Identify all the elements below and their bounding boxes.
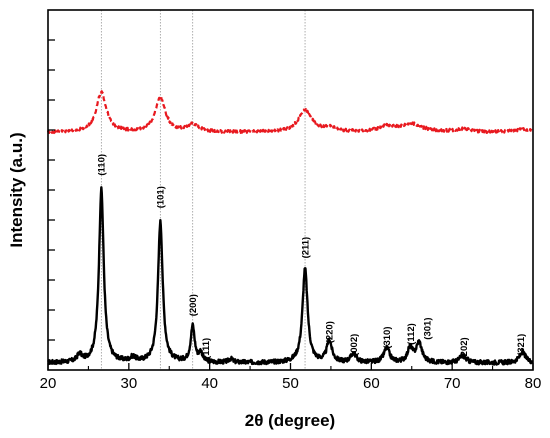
- plot-frame: [47, 9, 534, 371]
- peak-label: (301): [422, 318, 433, 340]
- series-layer: [46, 90, 534, 366]
- peak-label: (110): [97, 154, 108, 176]
- x-axis-title: 2θ (degree): [245, 411, 335, 430]
- y-axis-title: Intensity (a.u.): [7, 132, 26, 247]
- x-tick-label: 20: [40, 375, 57, 392]
- peak-label: (310): [382, 327, 393, 349]
- axes: 20 30 40 50 60 70 80: [40, 9, 542, 392]
- series-solid-line: [47, 186, 534, 366]
- peak-label: (202): [459, 337, 470, 359]
- peak-label: (220): [325, 321, 336, 343]
- x-tick-label: 80: [525, 375, 542, 392]
- x-tick-label: 60: [363, 375, 380, 392]
- peak-label: (111): [201, 338, 212, 359]
- peak-label: (002): [349, 334, 360, 356]
- peak-label: (321): [516, 334, 527, 356]
- x-tick-label: 50: [282, 375, 299, 392]
- peak-labels: (110) (101) (200) (111) (211) (220) (002) (310)…: [97, 154, 528, 360]
- peak-label: (112): [406, 323, 417, 345]
- peak-label: (200): [188, 294, 199, 316]
- reference-lines: [100, 10, 306, 370]
- peak-label: (101): [156, 186, 167, 208]
- series-dashed-line: [46, 90, 534, 135]
- peak-label: (211): [300, 237, 311, 259]
- x-tick-label: 70: [444, 375, 461, 392]
- x-tick-label: 40: [201, 375, 218, 392]
- x-tick-label: 30: [120, 375, 137, 392]
